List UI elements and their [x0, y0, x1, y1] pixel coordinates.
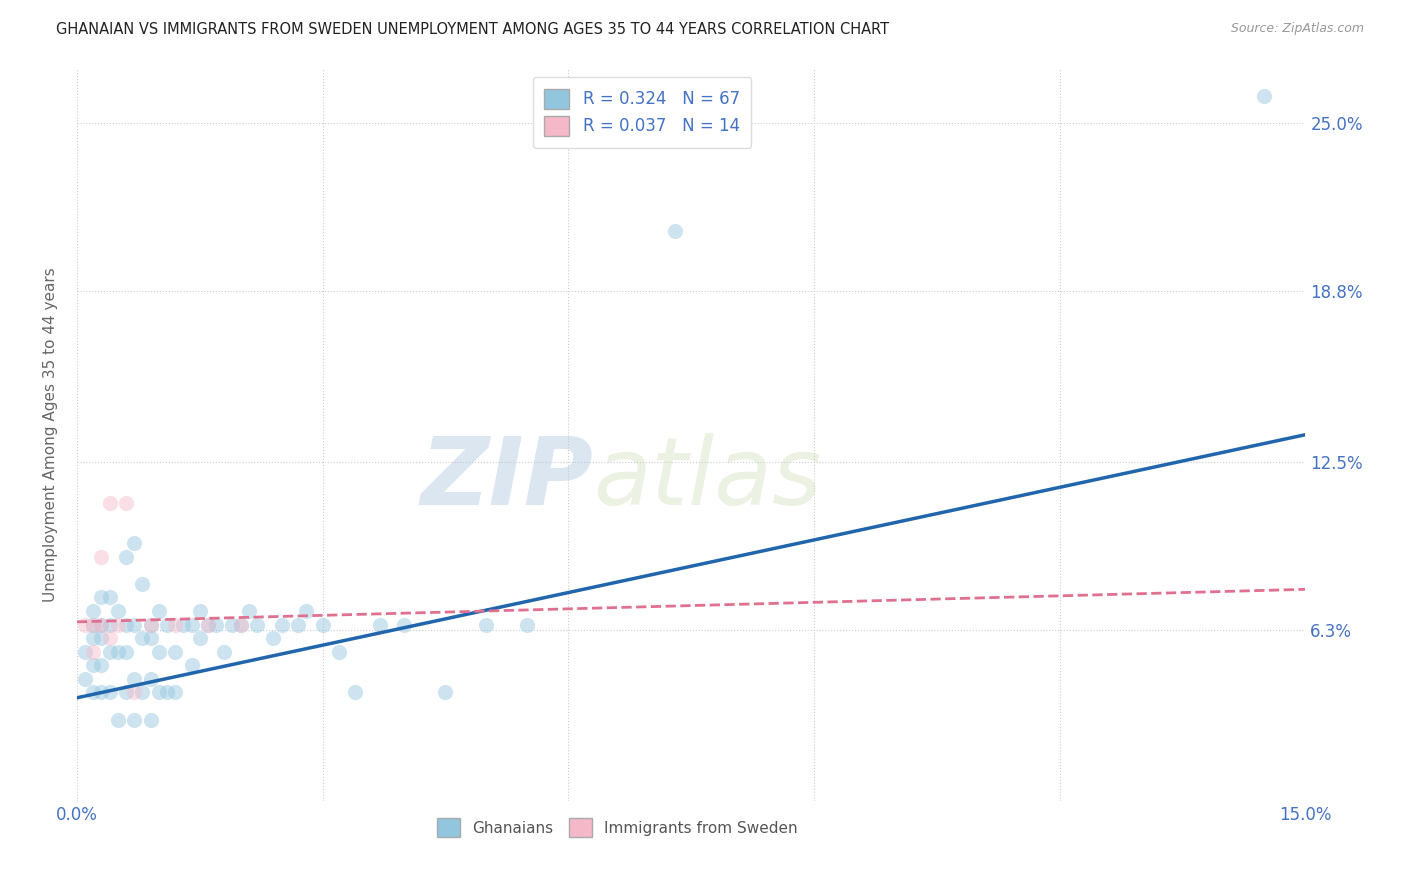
- Point: [344, 685, 367, 699]
- Point: [165, 685, 187, 699]
- Point: [73, 617, 96, 632]
- Point: [229, 617, 252, 632]
- Text: atlas: atlas: [593, 434, 821, 524]
- Point: [107, 645, 129, 659]
- Point: [197, 617, 219, 632]
- Point: [238, 604, 260, 618]
- Point: [368, 617, 391, 632]
- Point: [82, 631, 104, 645]
- Point: [139, 672, 162, 686]
- Point: [139, 617, 162, 632]
- Point: [156, 685, 179, 699]
- Point: [90, 617, 112, 632]
- Point: [115, 549, 138, 564]
- Y-axis label: Unemployment Among Ages 35 to 44 years: Unemployment Among Ages 35 to 44 years: [44, 268, 58, 602]
- Point: [328, 645, 350, 659]
- Point: [107, 713, 129, 727]
- Point: [131, 577, 153, 591]
- Point: [98, 685, 121, 699]
- Point: [90, 617, 112, 632]
- Point: [73, 672, 96, 686]
- Point: [139, 631, 162, 645]
- Point: [90, 631, 112, 645]
- Point: [131, 685, 153, 699]
- Point: [122, 536, 145, 550]
- Point: [98, 645, 121, 659]
- Point: [90, 685, 112, 699]
- Point: [434, 685, 457, 699]
- Point: [98, 591, 121, 605]
- Point: [90, 549, 112, 564]
- Point: [172, 617, 194, 632]
- Point: [107, 604, 129, 618]
- Point: [98, 617, 121, 632]
- Point: [188, 604, 211, 618]
- Point: [214, 645, 236, 659]
- Text: Source: ZipAtlas.com: Source: ZipAtlas.com: [1230, 22, 1364, 36]
- Point: [1253, 88, 1275, 103]
- Point: [82, 658, 104, 673]
- Point: [180, 617, 202, 632]
- Point: [122, 617, 145, 632]
- Point: [73, 645, 96, 659]
- Point: [82, 645, 104, 659]
- Point: [82, 604, 104, 618]
- Point: [246, 617, 269, 632]
- Text: ZIP: ZIP: [420, 433, 593, 524]
- Point: [82, 617, 104, 632]
- Point: [107, 617, 129, 632]
- Point: [516, 617, 538, 632]
- Point: [205, 617, 228, 632]
- Text: GHANAIAN VS IMMIGRANTS FROM SWEDEN UNEMPLOYMENT AMONG AGES 35 TO 44 YEARS CORREL: GHANAIAN VS IMMIGRANTS FROM SWEDEN UNEMP…: [56, 22, 890, 37]
- Point: [122, 713, 145, 727]
- Point: [165, 645, 187, 659]
- Point: [139, 617, 162, 632]
- Point: [148, 604, 170, 618]
- Point: [122, 672, 145, 686]
- Point: [197, 617, 219, 632]
- Point: [394, 617, 416, 632]
- Point: [156, 617, 179, 632]
- Point: [82, 617, 104, 632]
- Point: [98, 495, 121, 509]
- Point: [122, 685, 145, 699]
- Point: [115, 495, 138, 509]
- Point: [180, 658, 202, 673]
- Point: [311, 617, 333, 632]
- Point: [229, 617, 252, 632]
- Point: [295, 604, 318, 618]
- Point: [270, 617, 292, 632]
- Point: [664, 224, 686, 238]
- Point: [115, 617, 138, 632]
- Point: [90, 591, 112, 605]
- Point: [115, 685, 138, 699]
- Point: [287, 617, 309, 632]
- Point: [90, 658, 112, 673]
- Point: [165, 617, 187, 632]
- Point: [262, 631, 284, 645]
- Point: [188, 631, 211, 645]
- Point: [139, 713, 162, 727]
- Point: [148, 685, 170, 699]
- Point: [98, 631, 121, 645]
- Point: [82, 685, 104, 699]
- Point: [475, 617, 498, 632]
- Point: [221, 617, 243, 632]
- Point: [148, 645, 170, 659]
- Point: [131, 631, 153, 645]
- Legend: Ghanaians, Immigrants from Sweden: Ghanaians, Immigrants from Sweden: [430, 811, 806, 845]
- Point: [115, 645, 138, 659]
